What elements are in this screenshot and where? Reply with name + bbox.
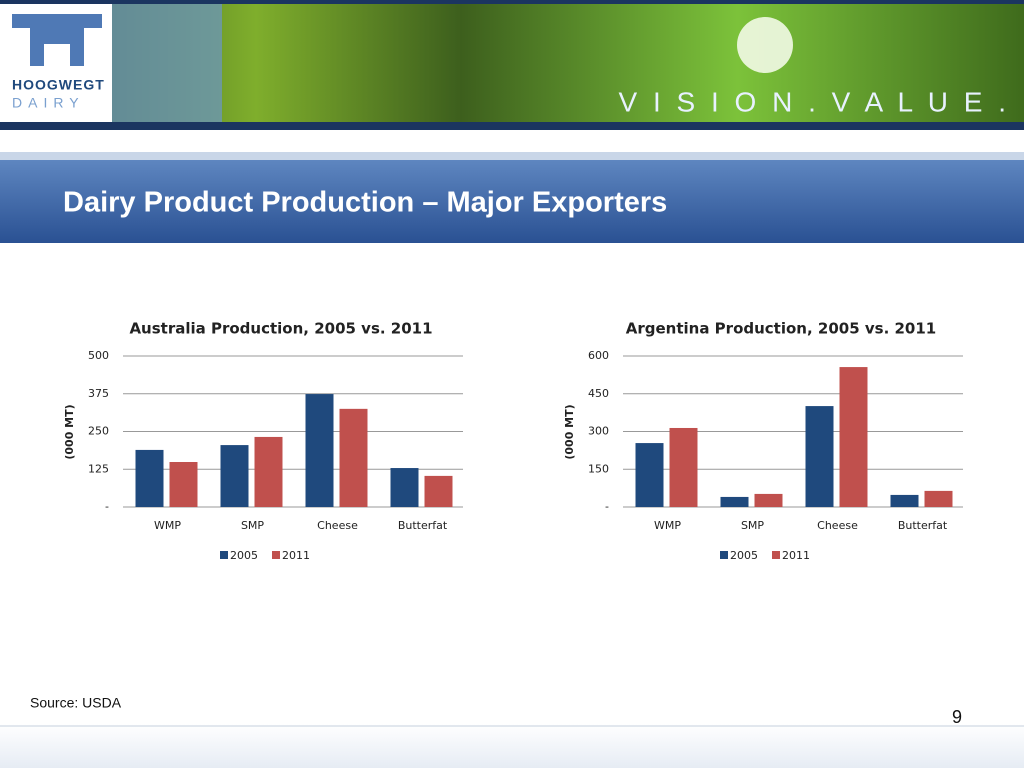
- title-rule: [0, 152, 1024, 160]
- chart-title: Australia Production, 2005 vs. 2011: [129, 320, 432, 338]
- y-tick-label: 600: [588, 349, 609, 362]
- y-tick-label: -: [605, 500, 609, 513]
- y-tick-label: 250: [88, 425, 109, 438]
- y-axis-label: (000 MT): [563, 404, 576, 459]
- x-tick-label: WMP: [154, 519, 181, 532]
- legend-swatch: [272, 551, 280, 559]
- bar: [169, 462, 198, 507]
- y-tick-label: 150: [588, 462, 609, 475]
- x-tick-label: SMP: [741, 519, 764, 532]
- bar: [924, 490, 953, 507]
- page-number: 9: [952, 707, 962, 727]
- bar: [220, 445, 249, 507]
- legend-label: 2005: [230, 549, 258, 562]
- x-tick-label: Butterfat: [398, 519, 448, 532]
- logo-name: HOOGWEGT: [12, 77, 105, 93]
- logo-sub: DAIRY: [12, 95, 85, 111]
- bar: [890, 494, 919, 507]
- y-tick-label: 375: [88, 387, 109, 400]
- bar: [839, 367, 868, 507]
- legend-swatch: [220, 551, 228, 559]
- legend-label: 2011: [282, 549, 310, 562]
- bar: [424, 475, 453, 507]
- legend-label: 2005: [730, 549, 758, 562]
- logo-mark: [12, 14, 102, 66]
- x-tick-label: WMP: [654, 519, 681, 532]
- bar: [339, 408, 368, 507]
- banner-highlight: [737, 17, 793, 73]
- banner-panel: [112, 4, 222, 122]
- bar: [254, 436, 283, 507]
- bar: [305, 394, 334, 507]
- slide-title: Dairy Product Production – Major Exporte…: [63, 187, 667, 219]
- x-tick-label: Cheese: [317, 519, 358, 532]
- slogan: V I S I O N . V A L U E .: [618, 86, 1010, 117]
- legend-swatch: [720, 551, 728, 559]
- bar: [720, 496, 749, 507]
- chart-title: Argentina Production, 2005 vs. 2011: [626, 320, 937, 338]
- charts: Australia Production, 2005 vs. 2011 (000 …: [63, 320, 963, 562]
- footer: [0, 724, 1024, 768]
- bar: [635, 443, 664, 507]
- y-tick-label: 450: [588, 387, 609, 400]
- y-tick-label: 300: [588, 425, 609, 438]
- legend-label: 2011: [782, 549, 810, 562]
- banner-rule: [0, 122, 1024, 130]
- y-tick-label: 125: [88, 462, 109, 475]
- top-rule: [0, 0, 1024, 4]
- legend-swatch: [772, 551, 780, 559]
- bar: [669, 427, 698, 507]
- x-tick-label: SMP: [241, 519, 264, 532]
- bar: [754, 493, 783, 507]
- y-axis-label: (000 MT): [63, 404, 76, 459]
- bar: [805, 406, 834, 507]
- x-tick-label: Cheese: [817, 519, 858, 532]
- x-tick-label: Butterfat: [898, 519, 948, 532]
- y-tick-label: 500: [88, 349, 109, 362]
- bar: [390, 468, 419, 507]
- title-band: [0, 160, 1024, 243]
- y-tick-label: -: [105, 500, 109, 513]
- source: Source: USDA: [30, 695, 122, 711]
- bar: [135, 449, 164, 507]
